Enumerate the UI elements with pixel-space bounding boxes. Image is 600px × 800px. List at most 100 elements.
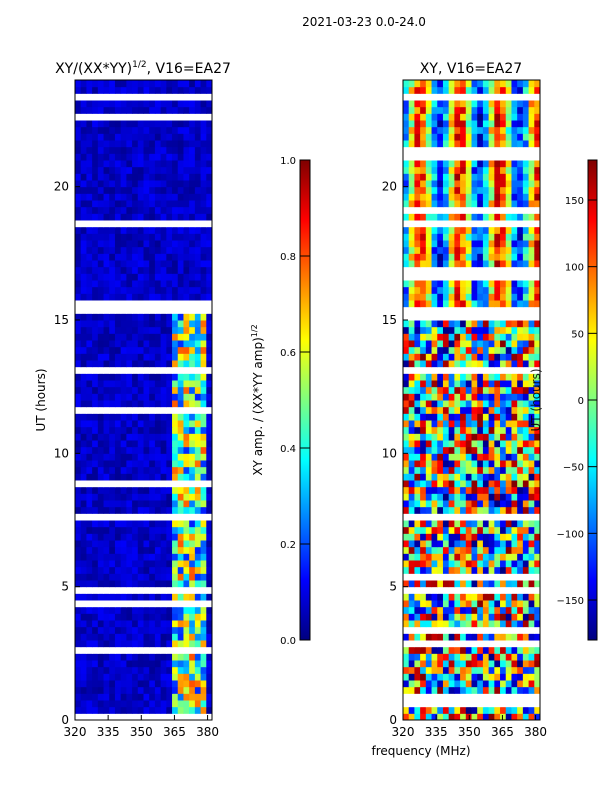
heatmap-cell xyxy=(420,260,427,268)
colorbar-1: 0.00.20.40.60.81.0 XY amp. / (XX*YY amp)… xyxy=(250,156,311,647)
heatmap-cell xyxy=(471,446,478,454)
heatmap-cell xyxy=(460,400,467,408)
heatmap-cell xyxy=(420,380,427,388)
heatmap-cell xyxy=(482,260,490,268)
heatmap-cell xyxy=(431,233,438,241)
heatmap-cell xyxy=(460,453,467,461)
heatmap-cell xyxy=(120,366,127,374)
heatmap-cell xyxy=(522,160,530,168)
heatmap-cell xyxy=(92,180,99,188)
heatmap-cell xyxy=(494,520,501,528)
heatmap-cell xyxy=(437,313,444,321)
heatmap-cell xyxy=(206,306,213,314)
heatmap-cell xyxy=(414,513,421,521)
heatmap-cell xyxy=(528,126,535,134)
heatmap-cell xyxy=(534,493,541,501)
heatmap-cell xyxy=(120,340,127,348)
heatmap-cell xyxy=(500,566,507,574)
heatmap-cell xyxy=(460,166,467,174)
heatmap-cell xyxy=(511,126,518,134)
heatmap-cell xyxy=(500,466,507,474)
heatmap-cell xyxy=(477,706,484,714)
heatmap-cell xyxy=(534,500,541,508)
heatmap-cell xyxy=(160,626,167,634)
heatmap-cell xyxy=(154,626,162,634)
heatmap-cell xyxy=(482,400,490,408)
heatmap-cell xyxy=(534,173,541,181)
heatmap-cell xyxy=(471,173,478,181)
heatmap-cell xyxy=(454,126,461,134)
heatmap-cell xyxy=(522,360,530,368)
heatmap-cell xyxy=(408,600,415,608)
heatmap-cell xyxy=(143,320,150,328)
heatmap-cell xyxy=(522,680,530,688)
heatmap-cell xyxy=(80,620,87,628)
heatmap-cell xyxy=(160,213,167,221)
heatmap-cell xyxy=(126,146,133,154)
heatmap-cell xyxy=(103,353,110,361)
heatmap-cell xyxy=(454,100,461,108)
heatmap-cell xyxy=(517,693,524,701)
heatmap-cell xyxy=(425,100,433,108)
heatmap-cell xyxy=(414,446,421,454)
heatmap-cell xyxy=(143,480,150,488)
heatmap-cell xyxy=(189,286,196,294)
heatmap-cell xyxy=(149,126,156,134)
heatmap-cell xyxy=(414,240,421,248)
heatmap-cell xyxy=(500,293,507,301)
heatmap-cell xyxy=(154,260,162,268)
heatmap-cell xyxy=(143,680,150,688)
heatmap-cell xyxy=(403,453,410,461)
heatmap-cell xyxy=(471,466,478,474)
heatmap-cell xyxy=(403,220,410,228)
heatmap-cell xyxy=(431,546,438,554)
heatmap-cell xyxy=(471,460,478,468)
heatmap-cell xyxy=(454,273,461,281)
colorbar-1-ticks: 0.00.20.40.60.81.0 xyxy=(280,156,310,647)
heatmap-cell xyxy=(482,620,490,628)
heatmap-cell xyxy=(471,86,478,94)
heatmap-cell xyxy=(86,600,93,608)
heatmap-cell xyxy=(408,646,415,654)
heatmap-cell xyxy=(97,480,105,488)
heatmap-cell xyxy=(177,126,184,134)
heatmap-cell xyxy=(149,186,156,194)
heatmap-cell xyxy=(403,673,410,681)
heatmap-cell xyxy=(517,333,524,341)
heatmap-cell xyxy=(465,220,472,228)
heatmap-cell xyxy=(200,400,207,408)
heatmap-cell xyxy=(431,460,438,468)
heatmap-cell xyxy=(482,86,490,94)
heatmap-cell xyxy=(425,540,433,548)
heatmap-cell xyxy=(183,293,190,301)
heatmap-cell xyxy=(160,200,167,208)
heatmap-cell xyxy=(500,160,507,168)
heatmap-cell xyxy=(534,686,541,694)
heatmap-cell xyxy=(454,526,461,534)
heatmap-cell xyxy=(442,306,450,314)
heatmap-cell xyxy=(403,293,410,301)
heatmap-cell xyxy=(431,253,438,261)
heatmap-cell xyxy=(126,660,133,668)
heatmap-cell xyxy=(189,300,196,308)
heatmap-cell xyxy=(109,186,116,194)
heatmap-cell xyxy=(103,413,110,421)
heatmap-cell xyxy=(408,126,415,134)
heatmap-cell xyxy=(92,280,99,288)
heatmap-cell xyxy=(172,493,179,501)
heatmap-cell xyxy=(183,613,190,621)
heatmap-cell xyxy=(517,666,524,674)
heatmap-cell xyxy=(160,613,167,621)
heatmap-cell xyxy=(200,173,207,181)
y-tick-label: 20 xyxy=(54,180,69,194)
heatmap-cell xyxy=(109,500,116,508)
heatmap-cell xyxy=(160,440,167,448)
heatmap-cell xyxy=(511,633,518,641)
heatmap-cell xyxy=(408,160,415,168)
heatmap-cell xyxy=(137,113,144,121)
heatmap-cell xyxy=(477,426,484,434)
heatmap-cell xyxy=(166,186,173,194)
heatmap-cell xyxy=(166,246,173,254)
heatmap-cell xyxy=(92,220,99,228)
heatmap-cell xyxy=(86,606,93,614)
